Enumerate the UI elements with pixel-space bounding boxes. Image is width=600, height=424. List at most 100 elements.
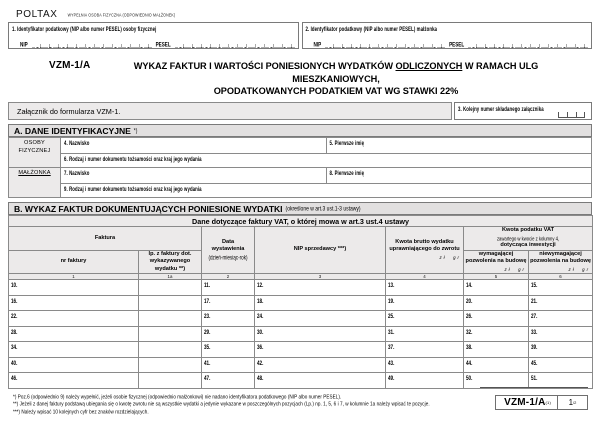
field-8-imie[interactable]: 8. Pierwsze imię bbox=[325, 167, 592, 184]
cell-number: 43. bbox=[388, 358, 395, 366]
cell-number: 48. bbox=[257, 373, 264, 381]
invoice-cell[interactable]: 49. bbox=[385, 372, 464, 389]
invoice-cell[interactable]: 14. bbox=[463, 279, 529, 296]
invoice-cell[interactable]: 23. bbox=[201, 310, 255, 327]
invoice-cell[interactable]: 31. bbox=[385, 325, 464, 342]
table-row: 46. 47. 48. 49. 50. 51. bbox=[8, 372, 594, 389]
invoice-cell[interactable]: 35. bbox=[201, 341, 255, 358]
invoice-cell[interactable] bbox=[138, 356, 202, 373]
invoice-cell[interactable]: 18. bbox=[254, 294, 386, 311]
field-5-imie[interactable]: 5. Pierwsze imię bbox=[325, 137, 592, 154]
table-row: 16. 17. 18. 19. 20. 21. bbox=[8, 294, 594, 311]
invoice-cell[interactable]: 45. bbox=[527, 356, 594, 373]
invoice-cell[interactable]: 20. bbox=[463, 294, 529, 311]
invoice-cell[interactable] bbox=[138, 310, 202, 327]
invoice-cell[interactable]: 25. bbox=[385, 310, 464, 327]
invoice-cell[interactable]: 37. bbox=[385, 341, 464, 358]
invoice-cell[interactable]: 32. bbox=[463, 325, 529, 342]
invoice-cell[interactable]: 11. bbox=[201, 279, 255, 296]
cell-number: 17. bbox=[204, 296, 211, 304]
invoice-cell[interactable]: 16. bbox=[8, 294, 139, 311]
invoice-cell[interactable]: 12. bbox=[254, 279, 386, 296]
field-9-dokument[interactable]: 9. Rodzaj i numer dokumentu tożsamości o… bbox=[60, 183, 592, 198]
pesel-input-taxpayer[interactable] bbox=[174, 40, 295, 48]
attachment-number-input[interactable] bbox=[558, 111, 585, 118]
kwota-brutto-text: Kwota brutto wydatku uprawniającego do z… bbox=[389, 238, 460, 253]
pesel-input-spouse[interactable] bbox=[468, 40, 589, 48]
invoice-cell[interactable] bbox=[138, 279, 202, 296]
vat-wymagajaca-units: zł gr bbox=[504, 266, 526, 272]
invoice-cell[interactable] bbox=[138, 341, 202, 358]
footer-form-code: VZM-1/A (1) bbox=[495, 395, 558, 410]
cell-number: 44. bbox=[466, 358, 473, 366]
side-label-spouse-text: MAŁŻONKA bbox=[18, 170, 51, 176]
table-row: MAŁŻONKA 7. Nazwisko 8. Pierwsze imię bbox=[8, 167, 592, 198]
field-7-caption: 7. Nazwisko bbox=[64, 169, 90, 177]
invoice-cell[interactable]: 19. bbox=[385, 294, 464, 311]
nip-input-taxpayer[interactable] bbox=[31, 40, 152, 48]
cell-number: 34. bbox=[11, 342, 18, 350]
footer-page-number: 1/2 bbox=[558, 395, 588, 410]
invoice-cell[interactable]: 22. bbox=[8, 310, 139, 327]
invoice-cell[interactable]: 28. bbox=[8, 325, 139, 342]
invoice-cell[interactable]: 39. bbox=[527, 341, 594, 358]
invoice-cell[interactable]: 34. bbox=[8, 341, 139, 358]
cell-number: 16. bbox=[11, 296, 18, 304]
invoice-cell[interactable]: 24. bbox=[254, 310, 386, 327]
identifier-row: 1. Identyfikator podatkowy (NIP albo num… bbox=[8, 22, 592, 49]
invoice-cell[interactable]: 43. bbox=[385, 356, 464, 373]
invoices-table: Dane dotyczące faktury VAT, o której mow… bbox=[7, 215, 594, 389]
invoice-cell[interactable]: 27. bbox=[527, 310, 594, 327]
attachment-number-box[interactable]: 3. Kolejny numer składanego załącznika bbox=[454, 102, 592, 120]
invoice-cell[interactable]: 33. bbox=[527, 325, 594, 342]
field-6-dokument[interactable]: 6. Rodzaj i numer dokumentu tożsamości o… bbox=[60, 153, 592, 168]
cell-number: 23. bbox=[204, 311, 211, 319]
identifier-box-taxpayer[interactable]: 1. Identyfikator podatkowy (NIP albo num… bbox=[8, 22, 299, 49]
section-b-header: B. WYKAZ FAKTUR DOKUMENTUJĄCYCH PONIESIO… bbox=[8, 202, 592, 215]
invoice-cell[interactable]: 36. bbox=[254, 341, 386, 358]
invoice-cell[interactable]: 17. bbox=[201, 294, 255, 311]
field-4-nazwisko[interactable]: 4. Nazwisko bbox=[60, 137, 327, 154]
side-label-individual-line2: FIZYCZNEJ bbox=[18, 148, 51, 154]
nip-label-spouse: NIP bbox=[313, 40, 322, 48]
invoice-cell[interactable]: 51. bbox=[527, 372, 594, 389]
table-row: 22. 23. 24. 25. 26. 27. bbox=[8, 310, 594, 327]
invoice-cell[interactable]: 42. bbox=[254, 356, 386, 373]
cell-number: 36. bbox=[257, 342, 264, 350]
invoice-cell[interactable] bbox=[138, 372, 202, 389]
invoice-cell[interactable]: 47. bbox=[201, 372, 255, 389]
attachment-note: Załącznik do formularza VZM-1. bbox=[8, 102, 452, 120]
invoice-cell[interactable]: 41. bbox=[201, 356, 255, 373]
field-4-caption: 4. Nazwisko bbox=[64, 139, 90, 147]
cell-number: 42. bbox=[257, 358, 264, 366]
side-label-individual: OSOBY FIZYCZNEJ bbox=[8, 137, 61, 168]
invoice-cell[interactable]: 40. bbox=[8, 356, 139, 373]
identifier-box-spouse[interactable]: 2. Identyfikator podatkowy (NIP albo num… bbox=[301, 22, 592, 49]
field-7-nazwisko[interactable]: 7. Nazwisko bbox=[60, 167, 327, 184]
nip-input-spouse[interactable] bbox=[325, 40, 446, 48]
table-header-row: nr faktury lp. z faktury dot. wykazywane… bbox=[8, 249, 594, 274]
footer-form-code-sub: (1) bbox=[545, 400, 551, 405]
invoice-cell[interactable]: 10. bbox=[8, 279, 139, 296]
column-header-data: Data wystawienia (dzień-miesiąc-rok) bbox=[201, 226, 255, 274]
invoice-cell[interactable]: 29. bbox=[201, 325, 255, 342]
invoice-cell[interactable] bbox=[138, 325, 202, 342]
invoice-cell[interactable]: 48. bbox=[254, 372, 386, 389]
invoice-cell[interactable]: 13. bbox=[385, 279, 464, 296]
table-row: 34. 35. 36. 37. 38. 39. bbox=[8, 341, 594, 358]
invoice-cell[interactable]: 44. bbox=[463, 356, 529, 373]
invoice-cell[interactable]: 15. bbox=[527, 279, 594, 296]
identifier-title-taxpayer: 1. Identyfikator podatkowy (NIP albo num… bbox=[12, 24, 157, 32]
invoice-cell[interactable]: 26. bbox=[463, 310, 529, 327]
cell-number: 30. bbox=[257, 327, 264, 335]
brand-note: WYPEŁNIA OSOBA FIZYCZNA (ODPOWIEDNIO MAŁ… bbox=[67, 12, 176, 18]
invoice-cell[interactable]: 30. bbox=[254, 325, 386, 342]
cell-number: 41. bbox=[204, 358, 211, 366]
invoice-cell[interactable]: 46. bbox=[8, 372, 139, 389]
invoice-cell[interactable]: 38. bbox=[463, 341, 529, 358]
invoice-cell[interactable]: 21. bbox=[527, 294, 594, 311]
invoice-cell[interactable]: 50. bbox=[463, 372, 529, 389]
form-code: VZM-1/A bbox=[49, 60, 91, 71]
cell-number: 29. bbox=[204, 327, 211, 335]
invoice-cell[interactable] bbox=[138, 294, 202, 311]
